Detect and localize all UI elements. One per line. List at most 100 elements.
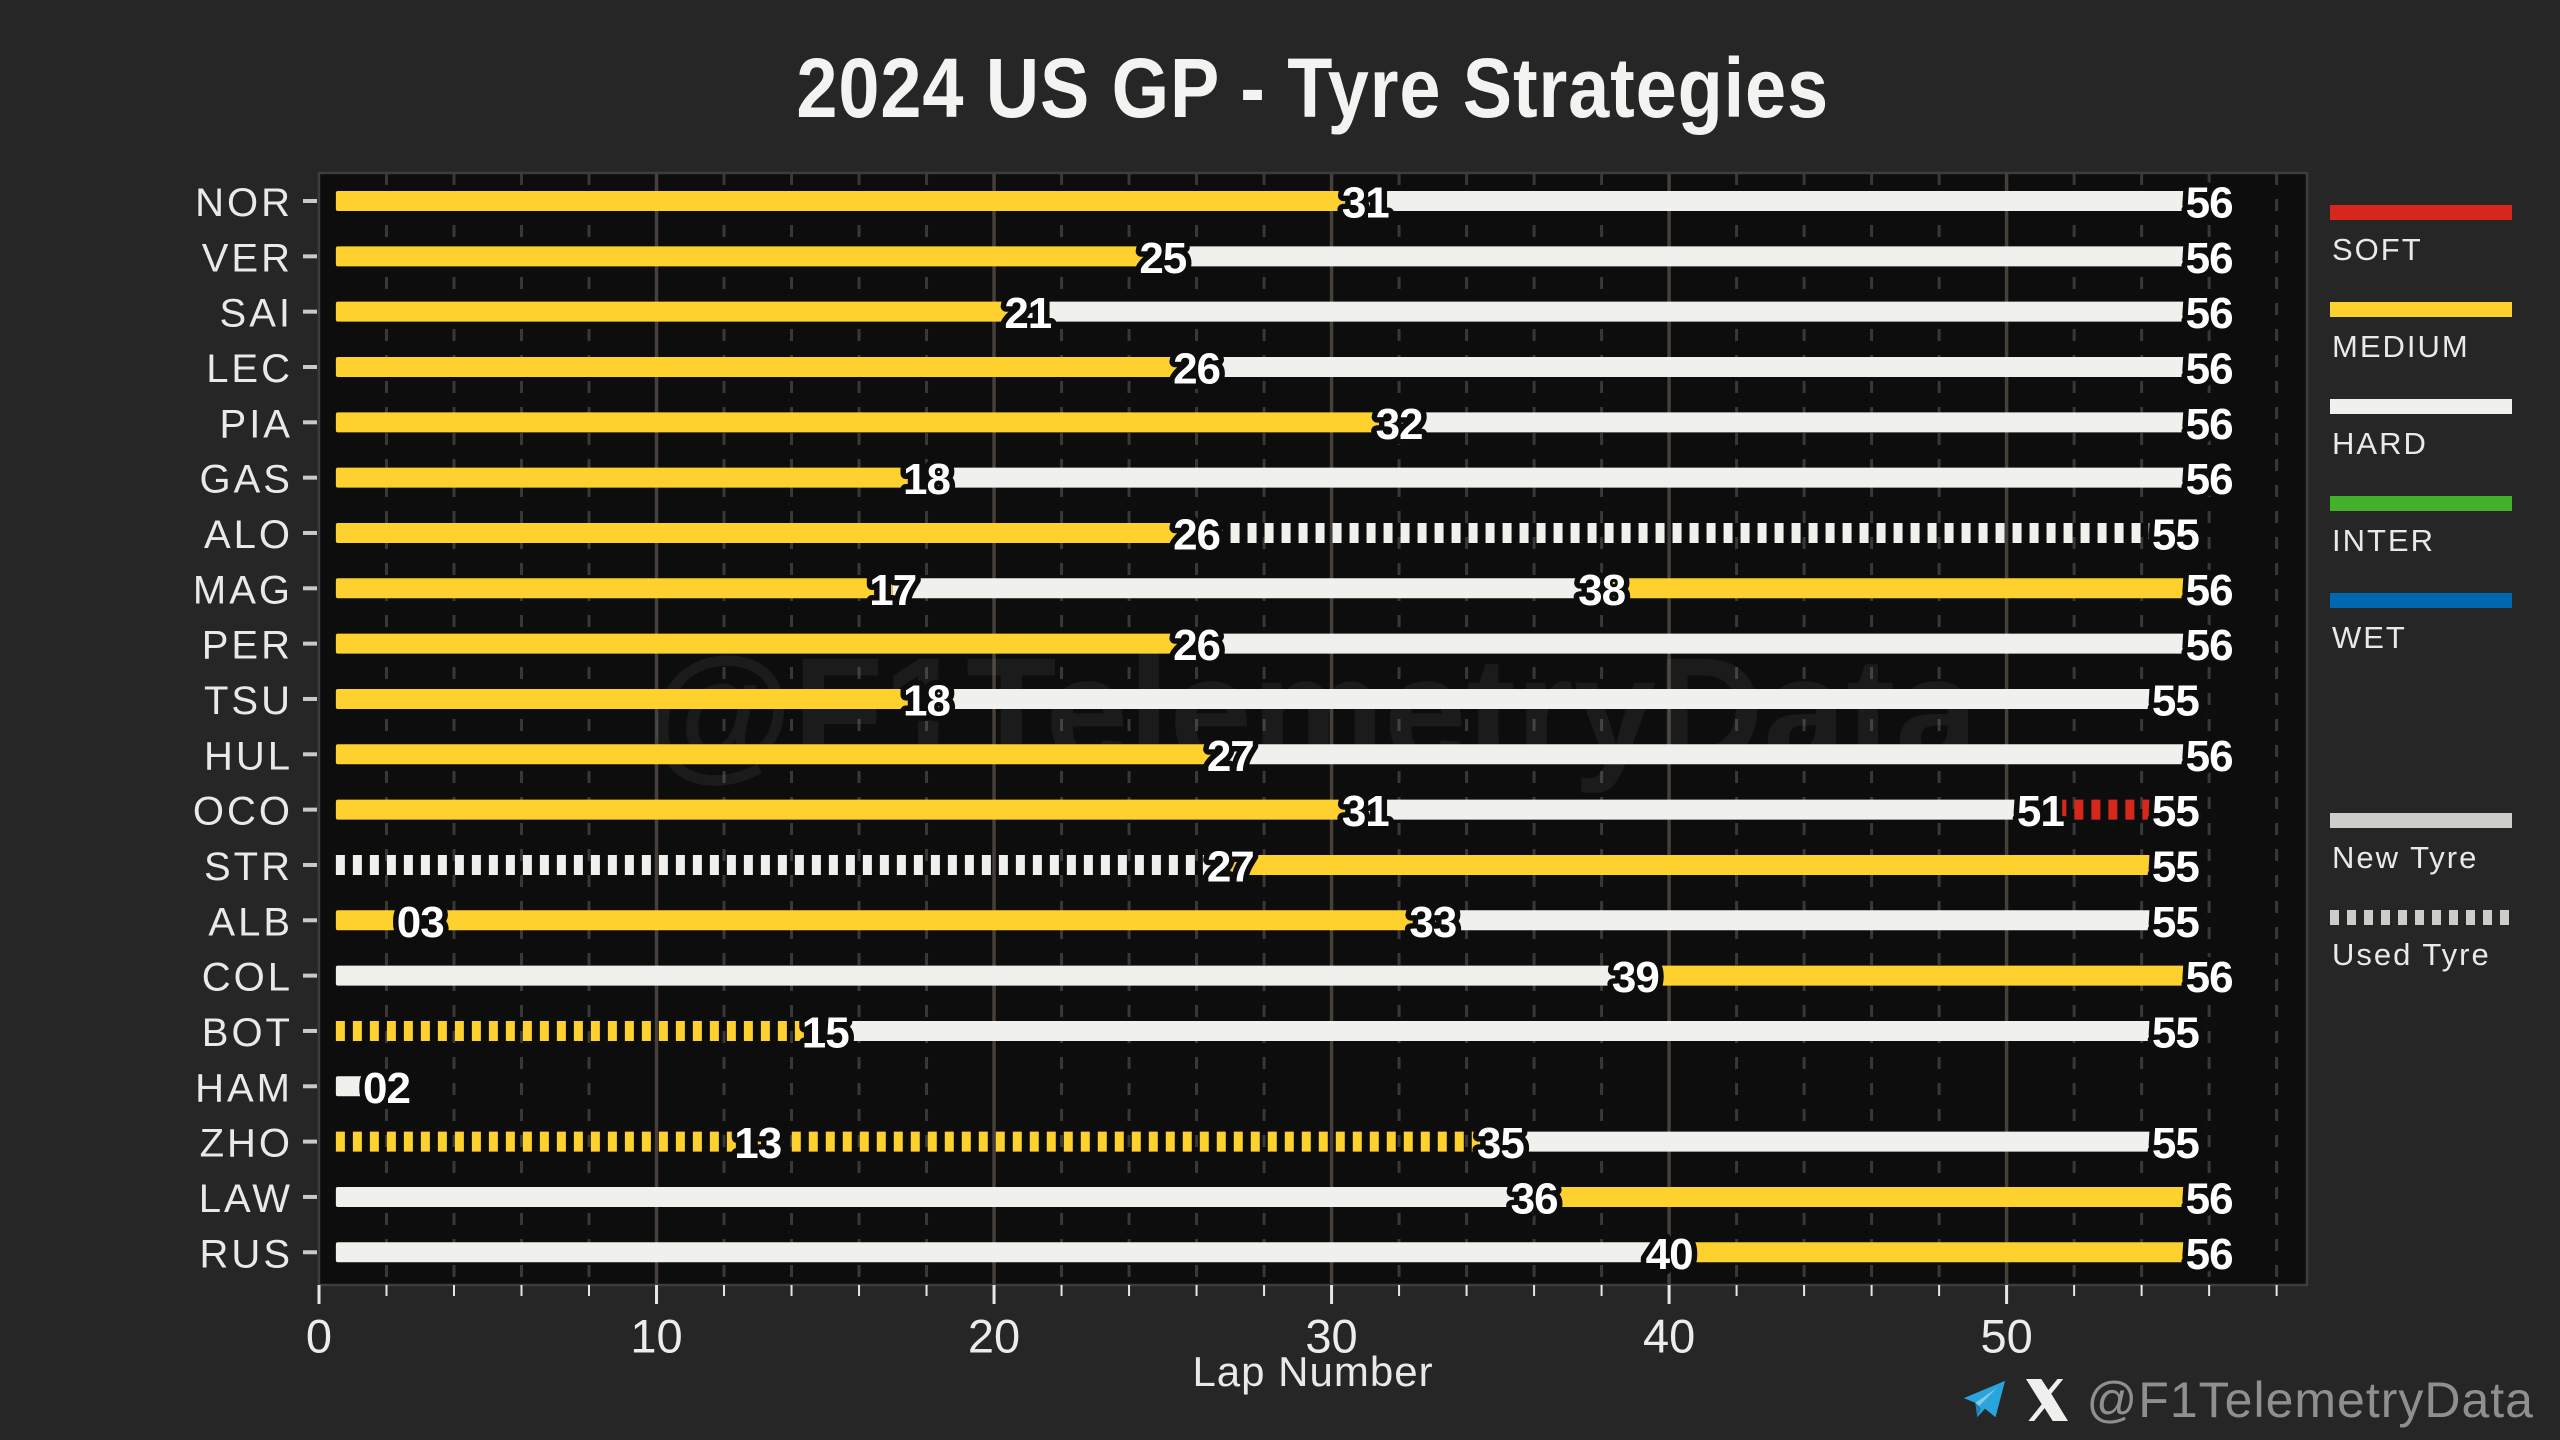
- driver-label: SAI: [220, 292, 293, 336]
- driver-label: MAG: [193, 568, 293, 612]
- stint-bar: [1601, 578, 2210, 599]
- x-tick-label: 20: [968, 1309, 1020, 1362]
- stint-bar: [420, 910, 1433, 931]
- stint-end-label: 55: [2152, 676, 2199, 725]
- legend-item-hard-swatch: [2330, 399, 2512, 414]
- stint-bar: [335, 301, 1028, 322]
- driver-label: ALB: [208, 900, 293, 944]
- stint-bar: [1635, 965, 2210, 986]
- stint-end-label: 40: [1646, 1230, 1693, 1279]
- driver-label: PIA: [220, 402, 293, 446]
- legend-item-medium-label: MEDIUM: [2332, 329, 2470, 364]
- driver-label: HUL: [204, 734, 293, 778]
- stint-bar: [335, 1186, 1535, 1207]
- stint-end-label: 56: [2186, 344, 2233, 393]
- stint-end-label: 56: [2186, 234, 2233, 283]
- stint-bar: [1399, 412, 2210, 433]
- stint-end-label: 36: [1511, 1174, 1558, 1223]
- driver-label: RUS: [200, 1232, 293, 1276]
- x-tick-label: 40: [1643, 1309, 1695, 1362]
- legend-item-soft-label: SOFT: [2332, 232, 2423, 267]
- driver-label: GAS: [200, 458, 293, 502]
- stint-bar: [335, 1242, 1670, 1263]
- stint-end-label: 51: [2017, 787, 2064, 836]
- stint-end-label: 18: [903, 455, 950, 504]
- driver-label: ZHO: [200, 1122, 293, 1166]
- driver-label: ALO: [204, 513, 293, 557]
- legend-item-wet: WET: [2330, 593, 2540, 656]
- stint-end-label: 56: [2186, 455, 2233, 504]
- footer-branding: @F1TelemetryData: [1961, 1370, 2534, 1430]
- legend-item-medium-swatch: [2330, 302, 2512, 317]
- stint-bar: [335, 688, 927, 709]
- stint-bar: [1027, 301, 2210, 322]
- stint-end-label: 56: [2186, 179, 2233, 228]
- x-tick-label: 30: [1305, 1309, 1357, 1362]
- legend-item-medium: MEDIUM: [2330, 302, 2540, 365]
- stint-bar: [1230, 744, 2210, 765]
- driver-label: NOR: [195, 181, 293, 225]
- chart-title: 2024 US GP - Tyre Strategies: [319, 40, 2307, 137]
- stint-bar: [335, 799, 1366, 820]
- watermark: @F1TelemetryData: [648, 626, 1980, 794]
- stint-bar: [335, 633, 1197, 654]
- stint-end-label: 55: [2152, 510, 2199, 559]
- stint-end-label: 13: [734, 1119, 781, 1168]
- x-axis-title: Lap Number: [1192, 1348, 1434, 1395]
- x-tick-label: 10: [630, 1309, 682, 1362]
- stint-end-label: 55: [2152, 787, 2199, 836]
- stint-bar: [1196, 356, 2210, 377]
- stint-bar: [892, 578, 1602, 599]
- stint-end-label: 21: [1004, 289, 1051, 338]
- legend-item-used-tyre-swatch: [2330, 910, 2512, 925]
- x-tick-label: 0: [306, 1309, 332, 1362]
- stint-end-label: 56: [2186, 289, 2233, 338]
- stint-end-label: 55: [2152, 898, 2199, 947]
- driver-label: LEC: [206, 347, 293, 391]
- stint-bar: [1669, 1242, 2210, 1263]
- stint-bar: [335, 578, 893, 599]
- stint-end-label: 55: [2152, 842, 2199, 891]
- stint-end-label: 17: [869, 566, 916, 615]
- stint-end-label: 56: [2186, 732, 2233, 781]
- legend-item-wet-label: WET: [2332, 620, 2407, 655]
- chart-title-text: 2024 US GP - Tyre Strategies: [796, 41, 1830, 135]
- legend-item-inter-label: INTER: [2332, 523, 2435, 558]
- driver-label: VER: [202, 236, 293, 280]
- stint-end-label: 55: [2152, 1119, 2199, 1168]
- stint-end-label: 15: [802, 1008, 849, 1057]
- stint-bar: [335, 356, 1197, 377]
- stint-end-label: 18: [903, 676, 950, 725]
- legend-item-soft-swatch: [2330, 205, 2512, 220]
- legend-item-wet-swatch: [2330, 593, 2512, 608]
- stint-end-label: 33: [1409, 898, 1456, 947]
- stint-bar: [1500, 1131, 2176, 1152]
- driver-label: TSU: [204, 679, 293, 723]
- legend-item-used-tyre-label: Used Tyre: [2332, 937, 2491, 972]
- stint-end-label: 25: [1139, 234, 1186, 283]
- driver-label: PER: [202, 624, 293, 668]
- stint-end-label: 32: [1376, 400, 1423, 449]
- stint-bar: [1162, 246, 2210, 267]
- stint-bar: [1365, 191, 2210, 211]
- stint-bar: [1230, 854, 2176, 875]
- stint-end-label: 27: [1207, 732, 1254, 781]
- driver-label: BOT: [202, 1011, 293, 1055]
- telegram-icon: [1963, 1380, 2005, 1418]
- stint-bar: [335, 191, 1366, 211]
- stint-bar: [1534, 1186, 2210, 1207]
- stint-bar: [335, 467, 927, 488]
- social-handle: @F1TelemetryData: [2086, 1372, 2534, 1428]
- stint-bar: [335, 246, 1163, 267]
- legend-item-new-tyre-label: New Tyre: [2332, 840, 2479, 875]
- stint-end-label: 31: [1342, 179, 1389, 228]
- stint-end-label: 26: [1173, 510, 1220, 559]
- legend-item-hard-label: HARD: [2332, 426, 2428, 461]
- stint-end-label: 56: [2186, 621, 2233, 670]
- stint-end-label: 38: [1578, 566, 1625, 615]
- stint-end-label: 26: [1173, 621, 1220, 670]
- stint-end-label: 56: [2186, 1174, 2233, 1223]
- stint-bar: [335, 412, 1400, 433]
